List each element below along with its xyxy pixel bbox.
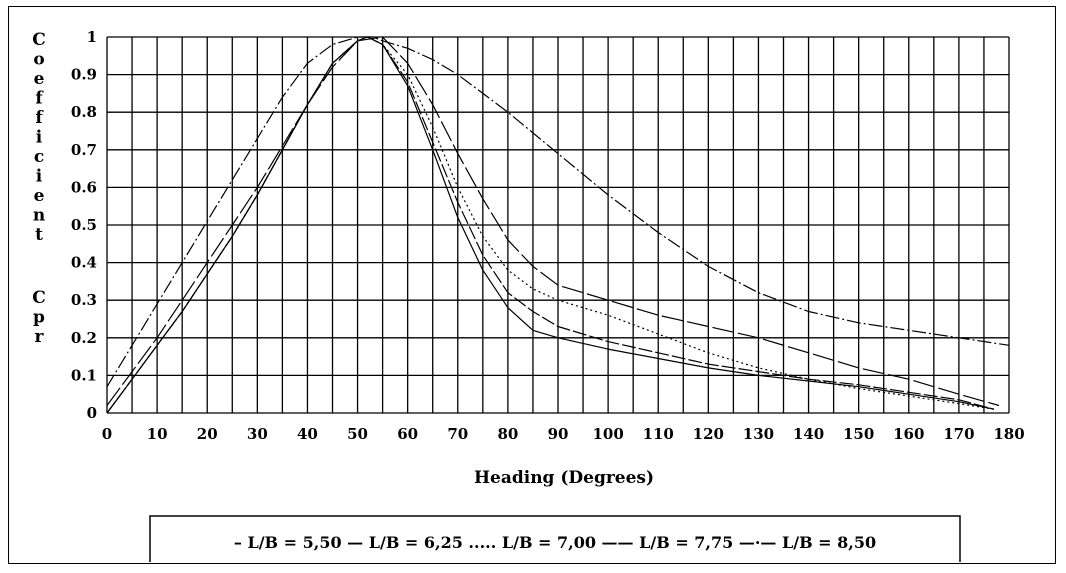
y-label-letter: p xyxy=(33,308,45,328)
y-tick-label: 0.4 xyxy=(71,254,97,272)
legend-text: – L/B = 5,50 — L/B = 6,25 ..... L/B = 7,… xyxy=(234,533,876,552)
chart-series-group xyxy=(106,36,1010,414)
legend-entry-5: —·— L/B = 8,50 xyxy=(733,533,876,552)
chart-frame: 0 10 20 30 40 50 60 70 80 90 100 110 120 130 140 150 160… xyxy=(8,6,1056,564)
y-label-letter: c xyxy=(34,147,44,167)
legend-entry-3: ..... L/B = 7,00 xyxy=(463,533,596,552)
x-tick-label: 160 xyxy=(893,425,924,443)
y-tick-label: 0.7 xyxy=(71,141,97,159)
y-label-letter: r xyxy=(35,327,45,347)
x-tick-label: 150 xyxy=(843,425,874,443)
y-tick-label: 1 xyxy=(87,28,97,46)
x-tick-label: 50 xyxy=(347,425,368,443)
legend-box xyxy=(149,515,961,562)
chart-ticks: 0 10 20 30 40 50 60 70 80 90 100 110 120 130 140 150 160… xyxy=(71,28,1025,443)
x-tick-label: 140 xyxy=(793,425,824,443)
x-tick-label: 80 xyxy=(497,425,518,443)
x-axis-title: Heading (Degrees) xyxy=(474,468,654,488)
x-tick-label: 180 xyxy=(993,425,1024,443)
x-tick-label: 30 xyxy=(247,425,268,443)
x-tick-label: 40 xyxy=(297,425,318,443)
y-label-letter: f xyxy=(35,108,44,128)
y-tick-label: 0.9 xyxy=(71,66,97,84)
y-tick-label: 0 xyxy=(87,404,97,422)
chart-grid xyxy=(106,36,1010,414)
y-tick-label: 0.8 xyxy=(71,103,97,121)
y-tick-label: 0.3 xyxy=(71,291,97,309)
y-label-letter: e xyxy=(34,69,45,89)
x-tick-label: 120 xyxy=(693,425,724,443)
y-label-letter: o xyxy=(33,50,44,70)
y-tick-label: 0.6 xyxy=(71,178,97,196)
x-tick-label: 170 xyxy=(943,425,974,443)
y-label-letter: e xyxy=(34,186,45,206)
legend: – L/B = 5,50 — L/B = 6,25 ..... L/B = 7,… xyxy=(149,515,961,562)
y-tick-label: 0.1 xyxy=(71,366,97,384)
y-label-letter: n xyxy=(33,206,45,226)
series-line-4 xyxy=(106,36,1000,407)
y-label-letter: t xyxy=(35,225,43,245)
legend-entry-2: — L/B = 6,25 xyxy=(342,533,463,552)
x-tick-label: 130 xyxy=(743,425,774,443)
series-line-3 xyxy=(106,36,995,414)
x-tick-label: 110 xyxy=(643,425,674,443)
y-label-letter: f xyxy=(35,89,44,109)
y-tick-label: 0.2 xyxy=(71,329,97,347)
y-label-letter: C xyxy=(32,288,46,308)
y-label-letter: i xyxy=(36,167,43,187)
x-tick-label: 10 xyxy=(147,425,168,443)
x-tick-label: 100 xyxy=(592,425,623,443)
legend-entry-1: – L/B = 5,50 xyxy=(234,533,342,552)
x-tick-label: 0 xyxy=(102,425,112,443)
legend-entry-4: —— L/B = 7,75 xyxy=(596,533,733,552)
y-label-letter: C xyxy=(32,30,46,50)
series-line-5 xyxy=(106,36,1010,388)
y-tick-label: 0.5 xyxy=(71,216,97,234)
y-label-letter: i xyxy=(36,128,43,148)
chart: 0 10 20 30 40 50 60 70 80 90 100 110 120 130 140 150 160… xyxy=(32,28,1025,562)
x-tick-label: 20 xyxy=(197,425,218,443)
series-line-2 xyxy=(106,36,995,414)
x-tick-label: 70 xyxy=(447,425,468,443)
x-tick-label: 90 xyxy=(548,425,569,443)
x-tick-label: 60 xyxy=(397,425,418,443)
